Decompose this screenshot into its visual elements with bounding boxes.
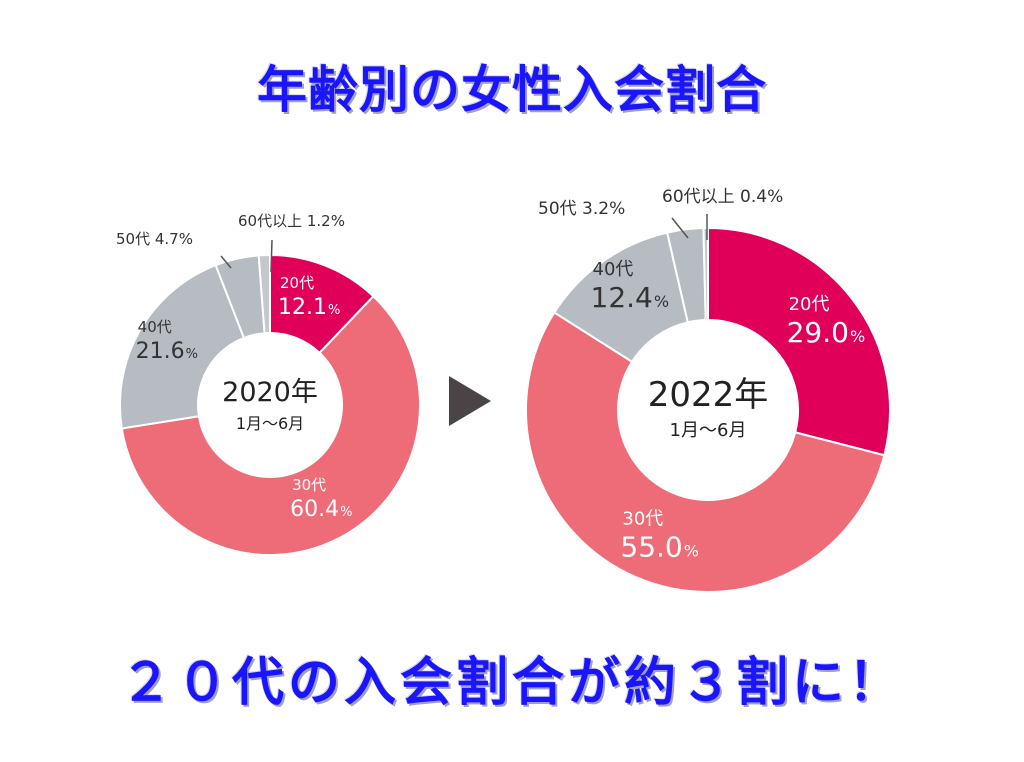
slice-category-label-40s: 40代 — [593, 259, 634, 280]
arrow-right-icon — [449, 376, 491, 426]
callout-line-50s — [671, 217, 689, 239]
slice-value-label-40s: 12.4% — [591, 281, 670, 314]
page-subtitle: ２０代の入会割合が約３割に！ — [119, 653, 904, 713]
center-period-label: 1月～6月 — [236, 414, 304, 433]
callout-line-60s-plus — [270, 239, 273, 273]
slice-category-label-30s: 30代 — [292, 476, 326, 494]
slice-30s — [120, 294, 421, 556]
callout-label-60s-plus: 60代以上 0.4% — [662, 187, 783, 207]
slice-value-label-30s: 60.4% — [290, 497, 352, 522]
slice-60s-plus — [702, 226, 709, 322]
slice-category-label-40s: 40代 — [138, 318, 172, 336]
donut-chart-2020: 20代 12.1% 30代 60.4% 40代 21.6% 50代 4.7% 60代以上 1.… — [116, 212, 421, 556]
callout-label-50s: 50代 4.7% — [116, 230, 193, 248]
slice-20s — [707, 226, 891, 457]
slice-40s — [119, 263, 246, 430]
slice-category-label-20s: 20代 — [280, 274, 314, 292]
slice-category-label-30s: 30代 — [622, 508, 663, 529]
center-year-label: 2022年 — [648, 375, 769, 415]
center-year-label: 2020年 — [222, 377, 318, 408]
slice-60s-plus — [257, 253, 271, 335]
slice-category-label-20s: 20代 — [789, 294, 830, 315]
callout-label-50s: 50代 3.2% — [538, 199, 625, 219]
slice-value-label-30s: 55.0% — [620, 530, 699, 563]
slice-value-label-40s: 21.6% — [136, 339, 198, 364]
slice-value-label-20s: 12.1% — [278, 295, 340, 320]
callout-line-50s — [220, 255, 232, 269]
page-title: 年齢別の女性入会割合 — [257, 61, 767, 119]
slice-30s — [525, 311, 886, 593]
slice-value-label-20s: 29.0% — [787, 316, 866, 349]
callout-label-60s-plus: 60代以上 1.2% — [238, 212, 345, 230]
center-period-label: 1月～6月 — [670, 420, 747, 441]
